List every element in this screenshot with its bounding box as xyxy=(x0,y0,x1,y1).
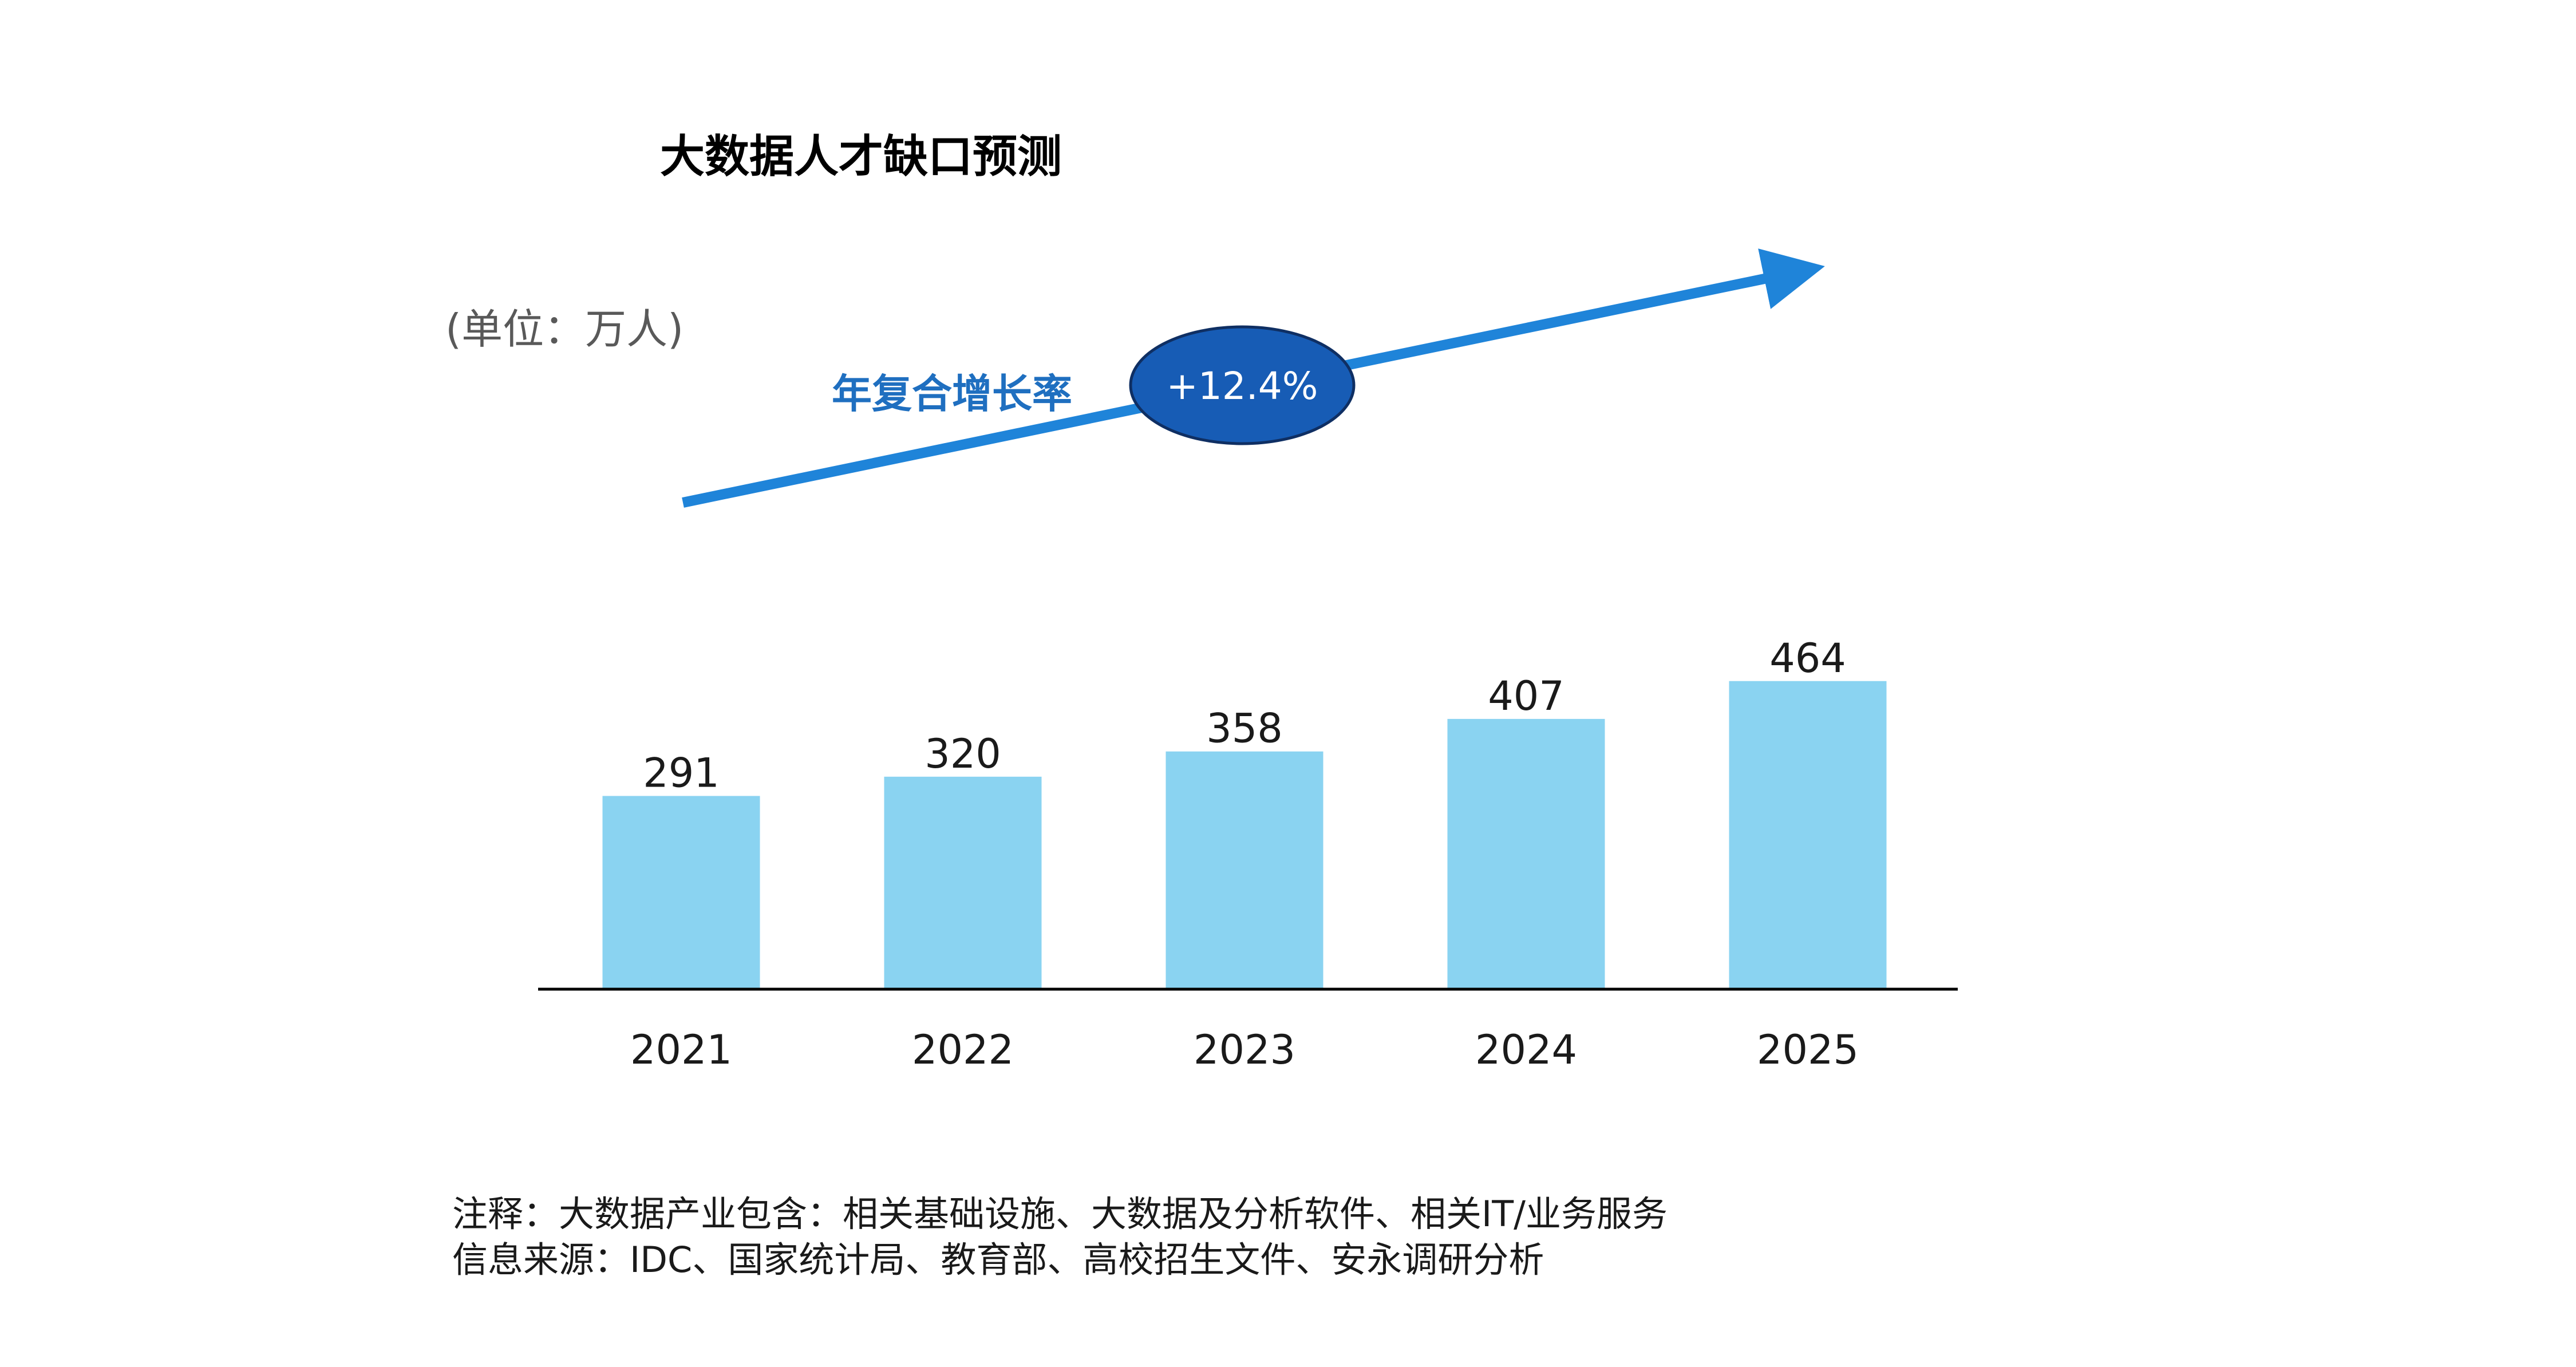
bar-2025 xyxy=(1729,681,1887,989)
value-labels-group: 291 320 358 407 464 xyxy=(643,635,1846,797)
value-label-2025: 464 xyxy=(1769,635,1846,682)
x-tick-label-2023: 2023 xyxy=(1194,1026,1295,1073)
value-label-2022: 320 xyxy=(924,730,1001,777)
cagr-value: +12.4% xyxy=(1167,364,1318,408)
note-line: 注释：大数据产业包含：相关基础设施、大数据及分析软件、相关IT/业务服务 xyxy=(452,1193,1668,1235)
cagr-ellipse xyxy=(1129,325,1356,445)
cagr-label: 年复合增长率 xyxy=(832,370,1072,417)
x-tick-label-2025: 2025 xyxy=(1757,1026,1859,1073)
value-label-2023: 358 xyxy=(1206,705,1283,752)
tick-labels-group: 2021 2022 2023 2024 2025 xyxy=(630,1026,1859,1073)
unit-label: (单位：万人) xyxy=(445,305,683,353)
bar-2023 xyxy=(1165,751,1323,989)
bar-2024 xyxy=(1447,718,1605,989)
x-tick-label-2024: 2024 xyxy=(1475,1026,1577,1073)
chart-title: 大数据人才缺口预测 xyxy=(660,131,1062,183)
bar-2021 xyxy=(602,796,760,989)
x-tick-label-2021: 2021 xyxy=(630,1026,732,1073)
source-line: 信息来源：IDC、国家统计局、教育部、高校招生文件、安永调研分析 xyxy=(452,1239,1544,1281)
bars-group xyxy=(602,681,1887,989)
value-label-2021: 291 xyxy=(643,749,720,796)
value-label-2024: 407 xyxy=(1488,673,1564,720)
x-tick-label-2022: 2022 xyxy=(912,1026,1014,1073)
bar-2022 xyxy=(884,776,1042,989)
